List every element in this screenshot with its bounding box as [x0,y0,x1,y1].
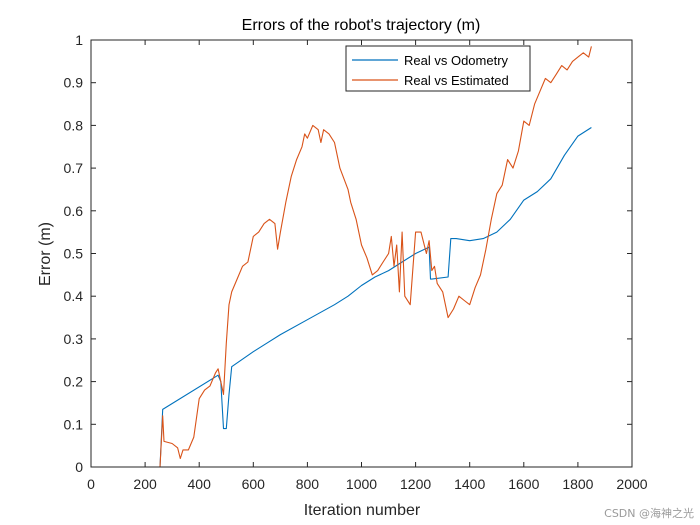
x-tick-label: 400 [188,476,212,492]
x-tick-label: 600 [242,476,266,492]
plot-area [91,40,632,467]
y-tick-label: 0.8 [64,117,84,133]
x-axis-title: Iteration number [304,502,421,519]
legend-label-odometry: Real vs Odometry [404,53,509,68]
y-tick-label: 0.3 [64,331,84,347]
x-tick-label: 1200 [400,476,431,492]
legend: Real vs Odometry Real vs Estimated [345,45,531,92]
chart-title: Errors of the robot's trajectory (m) [242,17,481,34]
legend-box [345,45,531,92]
y-tick-label: 0.9 [64,75,84,91]
x-tick-label: 1600 [508,476,539,492]
series-line-estimated [91,46,592,468]
y-tick-label: 0 [75,459,83,475]
y-tick-label: 0.2 [64,374,84,390]
x-tick-label: 1000 [346,476,377,492]
y-tick-label: 0.5 [64,246,84,262]
x-tick-label: 0 [87,476,95,492]
y-axis-title: Error (m) [37,222,54,286]
x-tick-label: 2000 [616,476,647,492]
legend-label-estimated: Real vs Estimated [404,73,509,88]
series-layer [91,46,592,468]
x-tick-label: 1400 [454,476,485,492]
axes-box [90,39,633,468]
watermark: CSDN @海神之光 [604,507,694,520]
x-tick-label: 800 [296,476,320,492]
y-tick-label: 1 [75,32,83,48]
x-tick-label: 200 [133,476,157,492]
y-tick-label: 0.4 [64,288,84,304]
series-line-odometry [91,127,592,468]
x-tick-label: 1800 [562,476,593,492]
y-tick-label: 0.6 [64,203,84,219]
tick-layer: 0 200 400 600 800 1000 1200 1400 1600 1800 2000 0 0.… [64,32,648,492]
y-tick-label: 0.1 [64,416,84,432]
y-tick-label: 0.7 [64,160,84,176]
